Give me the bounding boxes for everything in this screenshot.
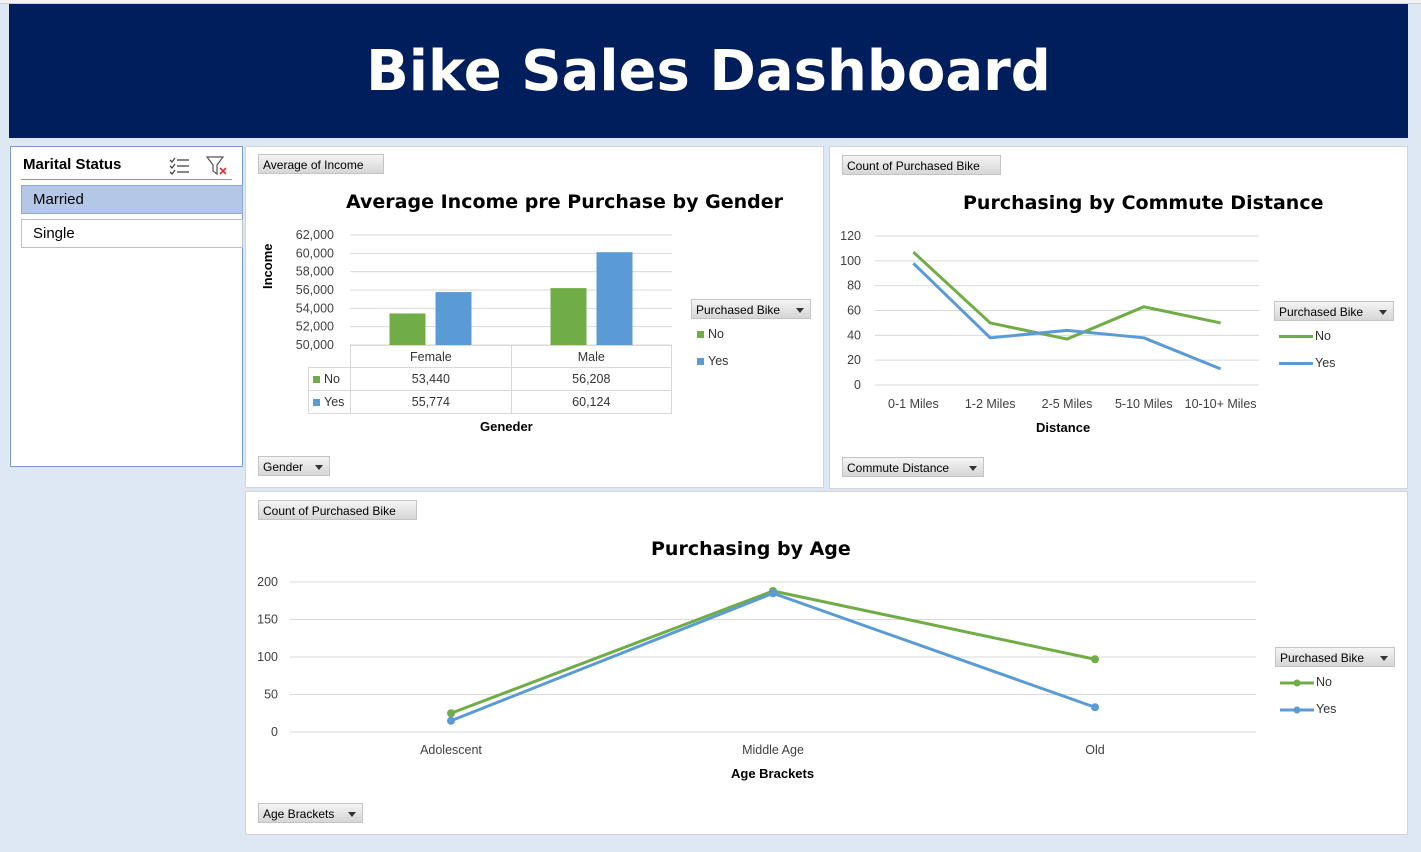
series-line-yes [912,262,1222,371]
commute-x-axis-label: Distance [1036,420,1091,435]
y-tick-label: 120 [840,229,861,243]
x-tick-label: 5-10 Miles [1115,397,1173,411]
data-table-category: Female [350,345,512,368]
y-tick-label: 54,000 [296,301,334,315]
x-tick-label: 1-2 Miles [965,397,1016,411]
dropdown-arrow-icon [1379,310,1387,315]
y-tick-label: 0 [854,378,861,392]
data-point-no [1091,655,1099,664]
income-chart-title: Average Income pre Purchase by Gender [346,191,783,213]
y-tick-label: 50,000 [296,338,334,352]
legend-entry-no: No [1280,675,1332,689]
y-tick-label: 62,000 [296,228,334,242]
y-tick-label: 100 [257,650,278,664]
y-tick-label: 20 [847,353,861,367]
x-tick-label: 10-10+ Miles [1185,397,1257,411]
y-tick-label: 58,000 [296,265,334,279]
series-line-no [912,251,1221,341]
data-table-cell: 60,124 [510,390,673,414]
bar-yes-male [596,252,633,345]
dropdown-arrow-icon [348,812,356,817]
x-tick-label: Adolescent [420,743,482,757]
age-line-chart: 200 150 100 50 0 Adolescent Middle Age Old [257,575,1256,757]
age-value-field-button[interactable]: Count of Purchased Bike [258,500,417,520]
income-chart-panel: Average of Income Average Income pre Pur… [245,146,824,488]
legend-entry-no: No [1279,329,1331,343]
commute-line-chart: 120 100 80 60 40 20 0 0-1 Miles 1-2 Miles 2-5 Mil… [840,229,1259,411]
age-x-axis-label: Age Brackets [731,766,815,781]
slicer-item-single[interactable]: Single [21,219,243,248]
commute-chart-panel: Count of Purchased Bike Purchasing by Co… [829,146,1408,489]
income-axis-field-button[interactable]: Gender [258,456,330,476]
clear-filter-icon[interactable] [205,155,229,177]
slicer-header: Marital Status [21,155,232,180]
commute-chart-title: Purchasing by Commute Distance [963,192,1324,214]
age-legend-field-button[interactable]: Purchased Bike [1275,647,1395,667]
data-table-cell: 56,208 [510,367,673,391]
dashboard-header: Bike Sales Dashboard [9,4,1408,138]
x-tick-label: Middle Age [742,743,804,757]
marital-status-slicer[interactable]: Marital Status Married Single [10,146,243,467]
slicer-item-married[interactable]: Married [21,185,243,214]
y-tick-label: 56,000 [296,283,334,297]
y-tick-label: 50 [264,688,278,702]
income-x-axis-label: Geneder [480,419,533,434]
multi-select-icon[interactable] [168,155,192,177]
y-tick-label: 60,000 [296,246,334,260]
bar-no-male [550,288,587,345]
slicer-title: Marital Status [23,156,122,173]
commute-legend-field-button[interactable]: Purchased Bike [1274,301,1394,321]
bar-yes-female [435,292,472,345]
y-tick-label: 150 [257,613,278,627]
age-axis-field-button[interactable]: Age Brackets [258,803,363,823]
sheet-column-strip [0,0,1421,4]
legend-entry-yes: Yes [1279,356,1335,370]
data-table-series-no: No [307,367,352,391]
y-tick-label: 0 [271,725,278,739]
x-tick-label: Old [1085,743,1105,757]
commute-value-field-button[interactable]: Count of Purchased Bike [842,155,1001,175]
x-tick-label: 0-1 Miles [888,397,939,411]
y-tick-label: 80 [847,279,861,293]
data-point-no [447,709,455,718]
income-legend-field-button[interactable]: Purchased Bike [691,299,811,319]
commute-axis-field-button[interactable]: Commute Distance [842,457,984,477]
income-value-field-button[interactable]: Average of Income [258,154,384,174]
income-bar-chart: 62,000 60,000 58,000 56,000 54,000 52,000 50,0… [296,228,672,352]
dropdown-arrow-icon [315,465,323,470]
y-tick-label: 52,000 [296,320,334,334]
age-chart-panel: Count of Purchased Bike Purchasing by Ag… [245,491,1408,835]
bar-no-female [389,313,426,345]
data-point-yes [1091,703,1099,712]
data-table-cell: 53,440 [350,367,512,391]
data-point-yes [447,716,455,725]
data-table-cell: 55,774 [350,390,512,414]
data-table-series-yes: Yes [307,390,352,414]
y-tick-label: 40 [847,328,861,342]
dropdown-arrow-icon [796,308,804,313]
legend-entry-yes: Yes [697,354,728,368]
age-chart-title: Purchasing by Age [651,538,851,560]
y-tick-label: 100 [840,254,861,268]
legend-entry-yes: Yes [1280,702,1336,716]
x-tick-label: 2-5 Miles [1042,397,1093,411]
legend-entry-no: No [697,327,724,341]
y-tick-label: 60 [847,304,861,318]
dropdown-arrow-icon [969,466,977,471]
income-data-table: Female Male No 53,440 56,208 Yes 55,774 … [307,345,673,414]
dashboard-title: Bike Sales Dashboard [366,38,1051,104]
dropdown-arrow-icon [1380,656,1388,661]
y-tick-label: 200 [257,575,278,589]
data-point-yes [769,589,777,598]
data-table-category: Male [510,345,673,368]
